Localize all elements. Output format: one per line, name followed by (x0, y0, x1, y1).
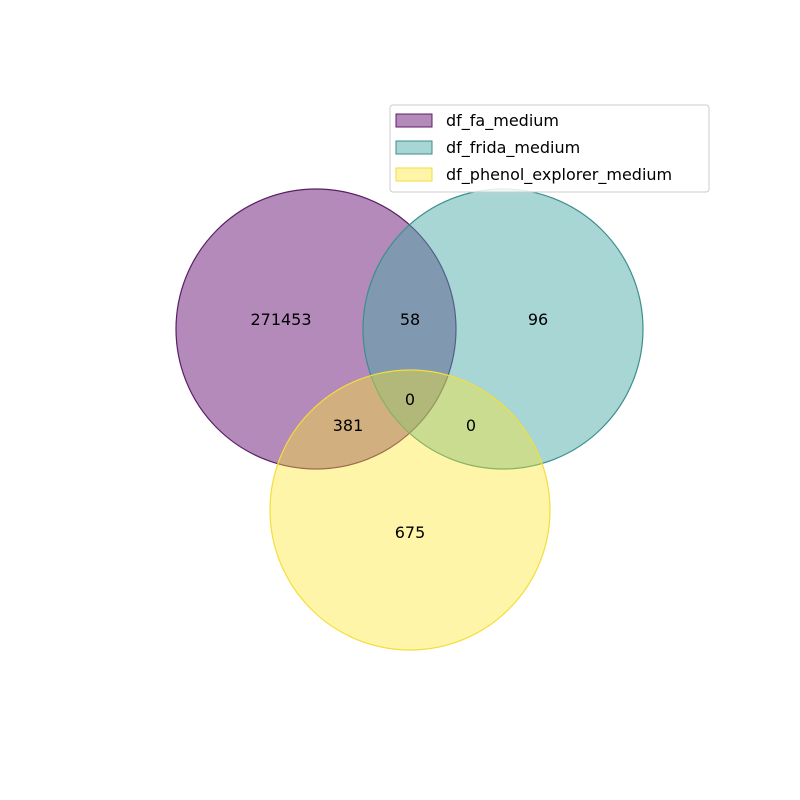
legend-label-phenol: df_phenol_explorer_medium (446, 165, 672, 185)
legend-label-frida: df_frida_medium (446, 138, 580, 158)
legend-label-fa: df_fa_medium (446, 111, 559, 131)
region-label-only-fa: 271453 (250, 310, 311, 329)
legend-frame (389, 104, 710, 193)
set-circle-phenol (269, 369, 551, 651)
region-label-fa-phenol: 381 (333, 416, 364, 435)
region-label-all-three: 0 (405, 390, 415, 409)
legend-swatch-fa (395, 113, 433, 128)
region-label-frida-phenol: 0 (466, 416, 476, 435)
region-label-only-frida: 96 (528, 310, 548, 329)
legend-swatch-phenol (395, 167, 433, 182)
set-circle-fa (175, 188, 457, 470)
legend: df_fa_medium df_frida_medium df_phenol_e… (389, 104, 710, 193)
region-label-only-phenol: 675 (395, 523, 426, 542)
region-label-fa-frida: 58 (400, 310, 420, 329)
legend-swatch-frida (395, 140, 433, 155)
